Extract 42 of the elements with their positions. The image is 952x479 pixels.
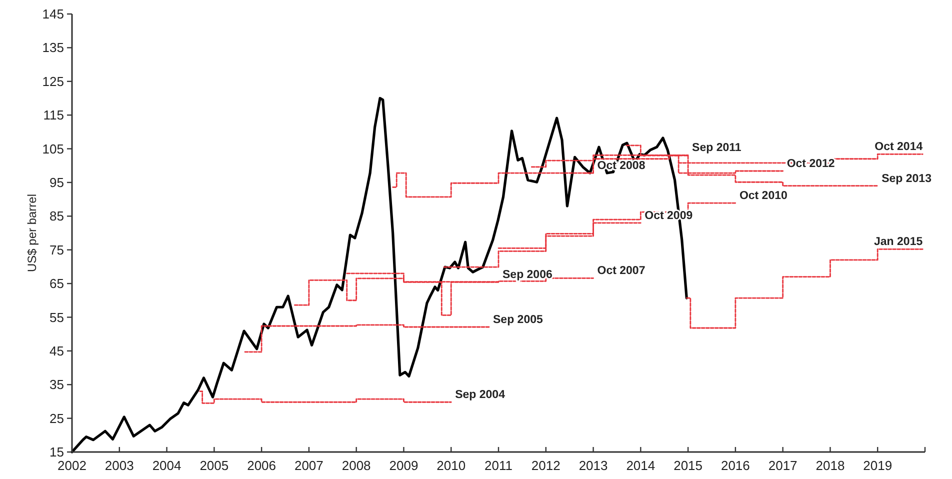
y-tick-label: 55 xyxy=(50,310,64,325)
x-tick-label: 2016 xyxy=(720,458,750,473)
x-tick-label: 2017 xyxy=(768,458,798,473)
x-tick-label: 2007 xyxy=(294,458,324,473)
y-tick-label: 25 xyxy=(50,410,64,426)
y-tick-label: 125 xyxy=(42,74,64,89)
y-tick-label: 75 xyxy=(50,242,64,258)
y-tick-label: 135 xyxy=(42,40,64,56)
series-label: Sep 2011 xyxy=(692,142,742,154)
x-tick-label: 2003 xyxy=(104,458,134,473)
series-label: Jan 2015 xyxy=(874,236,924,248)
x-tick-label: 2004 xyxy=(152,458,182,473)
y-tick-label: 15 xyxy=(50,444,64,460)
y-tick-label: 105 xyxy=(42,141,64,156)
series-label: Oct 2007 xyxy=(597,265,646,278)
x-tick-label: 2014 xyxy=(626,458,656,473)
x-tick-label: 2005 xyxy=(200,458,229,473)
y-tick-label: 65 xyxy=(50,276,64,292)
series-label: Sep 2004 xyxy=(455,389,506,402)
y-tick-label: 85 xyxy=(50,208,64,224)
x-tick-label: 2010 xyxy=(436,458,466,473)
y-axis-title: US$ per barrel xyxy=(25,194,39,272)
y-tick-label: 115 xyxy=(43,108,64,123)
y-tick-label: 95 xyxy=(50,175,64,190)
series-label: Oct 2014 xyxy=(874,141,924,154)
x-tick-label: 2018 xyxy=(816,458,845,473)
x-tick-label: 2008 xyxy=(342,458,371,473)
series-label: Sep 2013 xyxy=(882,172,932,185)
series-label: Sep 2005 xyxy=(493,314,544,326)
series-label: Oct 2010 xyxy=(739,190,788,202)
x-tick-label: 2012 xyxy=(531,458,560,473)
x-tick-label: 2015 xyxy=(674,458,703,473)
series-label: Sep 2006 xyxy=(502,269,552,282)
x-tick-label: 2011 xyxy=(484,458,512,473)
x-tick-label: 2009 xyxy=(389,458,418,473)
y-tick-label: 45 xyxy=(50,343,64,358)
x-tick-label: 2019 xyxy=(863,458,892,473)
x-tick-label: 2006 xyxy=(247,458,276,473)
x-tick-label: 2013 xyxy=(578,458,608,473)
x-tick-label: 2002 xyxy=(58,458,86,473)
y-tick-label: 145 xyxy=(42,6,64,22)
y-tick-label: 35 xyxy=(50,377,64,392)
